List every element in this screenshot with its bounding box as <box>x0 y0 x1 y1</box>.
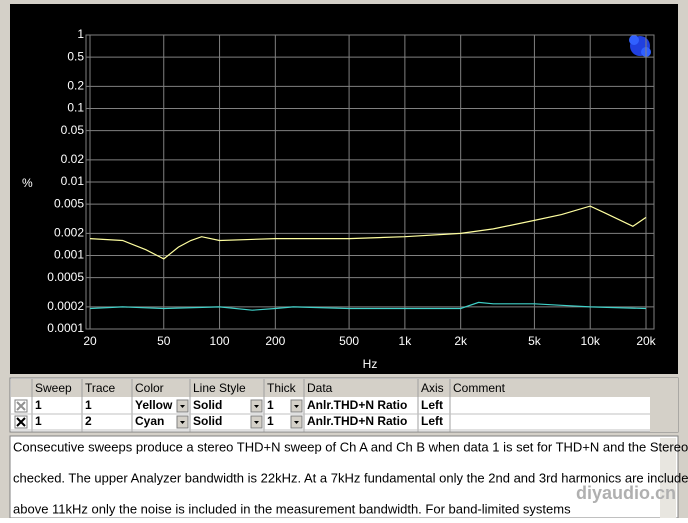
checkbox-mark <box>16 401 26 411</box>
table-cell: 2 <box>85 414 92 428</box>
notes-scrollbar[interactable] <box>660 438 676 518</box>
y-tick-label: 0.0002 <box>47 299 84 313</box>
trace-line <box>89 301 647 311</box>
y-tick-label: 0.1 <box>67 101 84 115</box>
trace-line <box>89 205 647 260</box>
column-header: Color <box>135 381 164 395</box>
graph-panel <box>10 4 678 374</box>
table-cell: 1 <box>85 398 92 412</box>
note-line: Consecutive sweeps produce a stereo THD+… <box>13 439 688 454</box>
y-tick-label: 0.5 <box>67 49 84 63</box>
column-header: Axis <box>421 381 444 395</box>
table-cell: 1 <box>267 414 274 428</box>
table-cell: Anlr.THD+N Ratio <box>307 398 407 412</box>
x-tick-label: 5k <box>528 334 542 348</box>
dropdown-arrow <box>294 421 299 424</box>
notes: Consecutive sweeps produce a stereo THD+… <box>13 439 688 516</box>
x-tick-label: 500 <box>339 334 359 348</box>
checkbox-mark <box>16 417 26 427</box>
dropdown-arrow <box>294 405 299 408</box>
table-cell: Yellow <box>135 398 173 412</box>
y-tick-label: 0.02 <box>61 152 85 166</box>
y-tick-label: 0.01 <box>61 174 85 188</box>
y-tick-label: 0.0001 <box>47 321 84 335</box>
plot: 1 0.5 0.2 0.1 0.05 0.02 0.01 0.005 0.002 0.001 0.0… <box>47 27 656 348</box>
table-cell: 1 <box>267 398 274 412</box>
x-tick-label: 100 <box>210 334 230 348</box>
column-header: Comment <box>453 381 506 395</box>
watermark: diyaudio.cn <box>576 483 676 503</box>
dropdown-arrow <box>254 421 259 424</box>
table-cell: 1 <box>35 414 42 428</box>
table-body: Sweep Trace Color Line Style Thick Data Axis Co… <box>11 379 650 432</box>
table-header <box>11 379 650 397</box>
x-tick-label: 200 <box>265 334 285 348</box>
table-cell: Left <box>421 398 443 412</box>
column-header: Thick <box>267 381 297 395</box>
y-tick-label: 0.2 <box>67 79 84 93</box>
table-cell: Anlr.THD+N Ratio <box>307 414 407 428</box>
y-tick-label: 0.001 <box>54 248 84 262</box>
y-tick-label: 0.0005 <box>47 270 84 284</box>
table-cell: Left <box>421 414 443 428</box>
y-tick-label: 1 <box>77 27 84 41</box>
y-tick-label: 0.005 <box>54 196 84 210</box>
dropdown-arrow <box>180 421 185 424</box>
table-cell: Cyan <box>135 414 164 428</box>
dropdown-arrow <box>180 405 185 408</box>
x-tick-label: 20k <box>636 334 656 348</box>
table-cell: Solid <box>193 398 222 412</box>
note-line: above 11kHz only the noise is included i… <box>13 501 571 516</box>
x-tick-label: 2k <box>454 334 468 348</box>
table-cell: Solid <box>193 414 222 428</box>
column-header: Sweep <box>35 381 72 395</box>
x-tick-label: 10k <box>581 334 601 348</box>
y-tick-label: 0.002 <box>54 226 84 240</box>
column-header: Trace <box>85 381 116 395</box>
column-header: Line Style <box>193 381 246 395</box>
note-line: checked. The upper Analyzer bandwidth is… <box>13 470 688 485</box>
y-axis-label: % <box>22 176 33 190</box>
x-tick-label: 20 <box>83 334 97 348</box>
x-axis-label: Hz <box>363 357 378 371</box>
y-tick-label: 0.05 <box>61 123 85 137</box>
table-cell: 1 <box>35 398 42 412</box>
table-scrollbar[interactable] <box>650 378 678 432</box>
x-tick-label: 1k <box>399 334 413 348</box>
x-tick-label: 50 <box>157 334 171 348</box>
column-header: Data <box>307 381 333 395</box>
dropdown-arrow <box>254 405 259 408</box>
notes-box <box>9 435 679 519</box>
